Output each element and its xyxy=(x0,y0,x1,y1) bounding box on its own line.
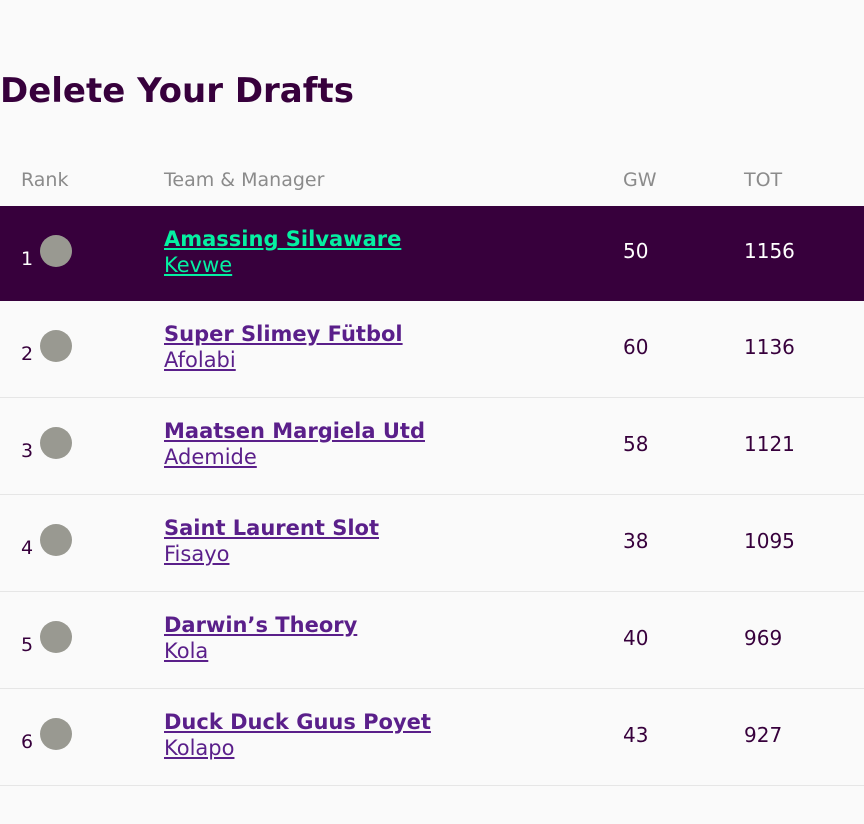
rank-movement-icon xyxy=(40,524,72,556)
header-team-manager: Team & Manager xyxy=(164,169,325,191)
team-manager-cell: Duck Duck Guus Poyet Kolapo xyxy=(164,709,431,762)
rank-number: 5 xyxy=(21,634,34,656)
rank-number: 3 xyxy=(21,440,34,462)
table-row: 6 Duck Duck Guus Poyet Kolapo 43 927 xyxy=(0,689,864,786)
table-row: 2 Super Slimey Fütbol Afolabi 60 1136 xyxy=(0,301,864,398)
rank-movement-icon xyxy=(40,621,72,653)
table-header: Rank Team & Manager GW TOT xyxy=(0,156,864,206)
rank-number: 4 xyxy=(21,537,34,559)
gw-points: 58 xyxy=(623,432,649,456)
total-points: 1136 xyxy=(744,335,795,359)
total-points: 1095 xyxy=(744,529,795,553)
team-name-link[interactable]: Amassing Silvaware xyxy=(164,227,402,251)
table-row: 3 Maatsen Margiela Utd Ademide 58 1121 xyxy=(0,398,864,495)
header-gw: GW xyxy=(623,169,657,191)
rank-number: 2 xyxy=(21,343,34,365)
team-name-link[interactable]: Super Slimey Fütbol xyxy=(164,322,403,346)
rank-number: 6 xyxy=(21,731,34,753)
gw-points: 43 xyxy=(623,723,649,747)
team-manager-cell: Darwin’s Theory Kola xyxy=(164,612,357,665)
total-points: 969 xyxy=(744,626,783,650)
manager-name-link[interactable]: Fisayo xyxy=(164,542,230,566)
team-name-link[interactable]: Darwin’s Theory xyxy=(164,613,358,637)
gw-points: 50 xyxy=(623,239,649,263)
table-row: 5 Darwin’s Theory Kola 40 969 xyxy=(0,592,864,689)
rank-movement-icon xyxy=(40,330,72,362)
total-points: 1156 xyxy=(744,239,795,263)
team-manager-cell: Super Slimey Fütbol Afolabi xyxy=(164,321,403,374)
manager-name-link[interactable]: Afolabi xyxy=(164,348,236,372)
team-manager-cell: Maatsen Margiela Utd Ademide xyxy=(164,418,425,471)
team-name-link[interactable]: Duck Duck Guus Poyet xyxy=(164,710,431,734)
manager-name-link[interactable]: Kolapo xyxy=(164,736,235,760)
manager-name-link[interactable]: Ademide xyxy=(164,445,257,469)
header-tot: TOT xyxy=(744,169,783,191)
total-points: 1121 xyxy=(744,432,795,456)
header-rank: Rank xyxy=(21,169,69,191)
gw-points: 40 xyxy=(623,626,649,650)
team-manager-cell: Amassing Silvaware Kevwe xyxy=(164,226,401,279)
page-title: Delete Your Drafts xyxy=(0,71,355,111)
rank-movement-icon xyxy=(40,235,72,267)
gw-points: 60 xyxy=(623,335,649,359)
table-row: 1 Amassing Silvaware Kevwe 50 1156 xyxy=(0,206,864,301)
rank-movement-icon xyxy=(40,427,72,459)
manager-name-link[interactable]: Kola xyxy=(164,639,209,663)
total-points: 927 xyxy=(744,723,783,747)
rank-number: 1 xyxy=(21,248,34,270)
rank-movement-icon xyxy=(40,718,72,750)
gw-points: 38 xyxy=(623,529,649,553)
team-name-link[interactable]: Maatsen Margiela Utd xyxy=(164,419,425,443)
table-row: 4 Saint Laurent Slot Fisayo 38 1095 xyxy=(0,495,864,592)
standings-table: Rank Team & Manager GW TOT 1 Amassing Si… xyxy=(0,156,864,786)
manager-name-link[interactable]: Kevwe xyxy=(164,253,233,277)
team-manager-cell: Saint Laurent Slot Fisayo xyxy=(164,515,379,568)
team-name-link[interactable]: Saint Laurent Slot xyxy=(164,516,379,540)
